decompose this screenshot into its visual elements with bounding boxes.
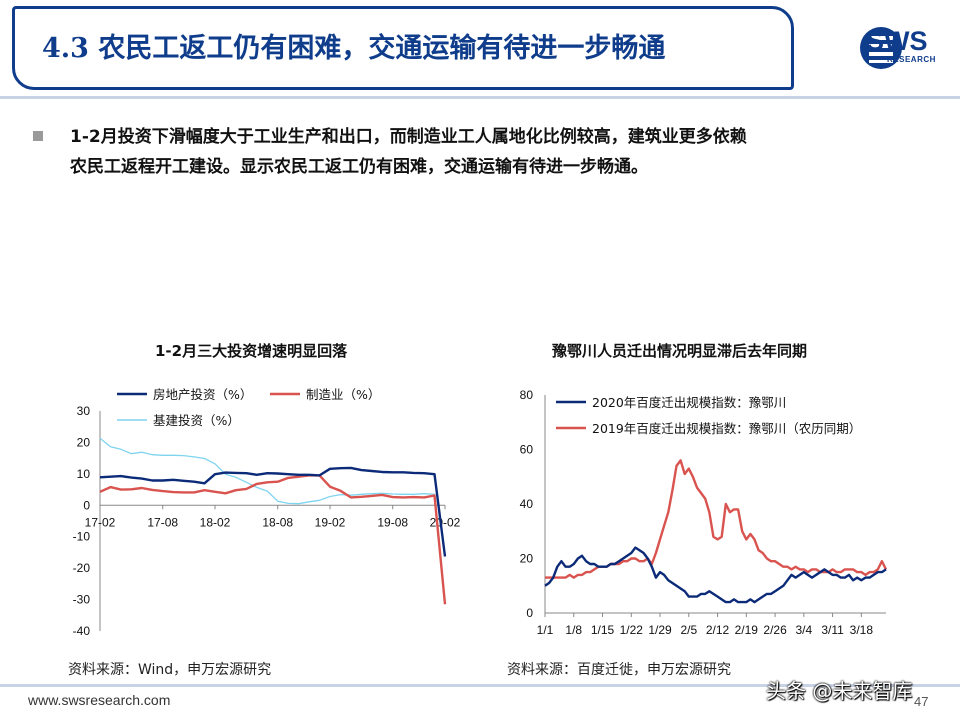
chart-2-y-tick-label: 0 <box>526 606 533 620</box>
logo-subtext: RESEARCH <box>887 55 936 64</box>
chart-1-title: 1-2月三大投资增速明显回落 <box>155 342 348 360</box>
summary-line-2: 农民工返程开工建设。显示农民工返工仍有困难，交通运输有待进一步畅通。 <box>70 157 648 177</box>
chart-2-x-tick-label: 3/11 <box>821 623 844 637</box>
chart-2-x-tick-label: 2/12 <box>706 623 730 637</box>
chart-2-x-tick-label: 1/29 <box>648 623 672 637</box>
chart-1-y-tick-label: 0 <box>83 498 90 512</box>
chart-1-legend-label: 基建投资（%） <box>153 413 240 428</box>
sws-logo-icon <box>860 27 902 69</box>
footer-divider <box>0 684 960 687</box>
chart-2-title: 豫鄂川人员迁出情况明显滞后去年同期 <box>552 342 808 360</box>
page-number: 47 <box>914 694 929 709</box>
title-frame <box>12 6 794 90</box>
chart-2-x-tick-label: 1/15 <box>591 623 615 637</box>
chart-2-y-tick-label: 40 <box>520 497 534 511</box>
chart-2-y-tick-label: 80 <box>520 388 534 402</box>
chart-1-y-tick-label: 10 <box>77 467 91 481</box>
chart-2-legend-label: 2020年百度迁出规模指数：豫鄂川 <box>592 395 786 410</box>
chart-2-y-tick-label: 20 <box>520 552 534 566</box>
chart-1-y-tick-label: -10 <box>73 530 91 544</box>
chart-2-x-tick-label: 2/19 <box>735 623 759 637</box>
watermark: 头条 @未来智库 <box>766 679 913 703</box>
logo-text: SWS <box>866 26 928 56</box>
chart-1-series-line <box>99 474 447 605</box>
chart-1-legend-label: 制造业（%） <box>306 387 380 402</box>
chart-1-x-tick-label: 19-02 <box>315 515 346 529</box>
chart-1-y-tick-label: 30 <box>77 404 91 418</box>
chart-1-y-tick-label: -20 <box>73 561 91 575</box>
chart-1-x-tick-label: 20-02 <box>430 515 461 529</box>
chart-2-x-tick-label: 1/8 <box>565 623 582 637</box>
summary-line-1: 1-2月投资下滑幅度大于工业生产和出口，而制造业工人属地化比例较高，建筑业更多依… <box>70 127 747 147</box>
chart-2-legend-label: 2019年百度迁出规模指数：豫鄂川（农历同期） <box>592 421 861 436</box>
chart-1-series-line <box>99 466 447 557</box>
chart-1-source: 资料来源：Wind，申万宏源研究 <box>68 662 272 678</box>
header-divider <box>0 96 960 99</box>
chart-1-series-line <box>99 437 446 601</box>
chart-2-x-tick-label: 1/22 <box>620 623 644 637</box>
chart-2-y-tick-label: 60 <box>520 443 534 457</box>
chart-2-source: 资料来源：百度迁徙，申万宏源研究 <box>507 662 731 678</box>
chart-1-y-tick-label: -30 <box>73 593 91 607</box>
chart-2-x-tick-label: 2/5 <box>680 623 697 637</box>
chart-2-series-line <box>544 546 887 604</box>
chart-1-x-tick-label: 17-08 <box>147 515 178 529</box>
bullet-icon <box>33 131 43 141</box>
chart-2-x-tick-label: 1/1 <box>537 623 554 637</box>
chart-1-y-tick-label: 20 <box>77 435 91 449</box>
chart-2-x-tick-label: 2/26 <box>763 623 787 637</box>
chart-2-series-line <box>545 459 888 579</box>
chart-1-x-tick-label: 18-02 <box>200 515 231 529</box>
chart-1-y-tick-label: -40 <box>73 624 91 638</box>
footer-url[interactable]: www.swsresearch.com <box>28 692 171 708</box>
chart-1-x-tick-label: 17-02 <box>85 515 116 529</box>
chart-1-legend-label: 房地产投资（%） <box>153 387 252 402</box>
chart-2-x-tick-label: 3/18 <box>850 623 874 637</box>
header-bar <box>0 0 960 96</box>
chart-2-x-tick-label: 3/4 <box>795 623 812 637</box>
chart-1-x-tick-label: 18-08 <box>262 515 293 529</box>
page-title: 4.3 农民工返工仍有困难，交通运输有待进一步畅通 <box>42 33 666 64</box>
chart-1-x-tick-label: 19-08 <box>377 515 408 529</box>
